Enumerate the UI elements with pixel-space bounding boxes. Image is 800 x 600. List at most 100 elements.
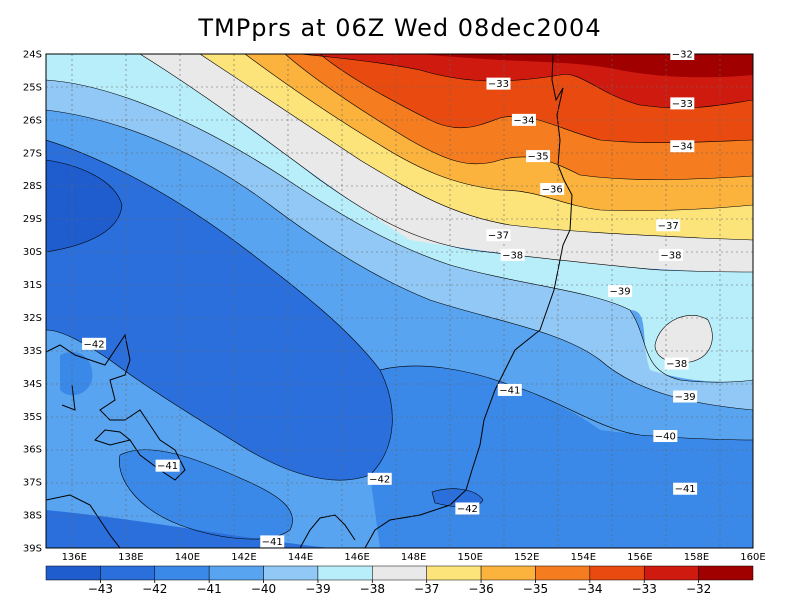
map-title: TMPprs at 06Z Wed 08dec2004 <box>198 14 602 42</box>
contour-label: −42 <box>367 472 392 485</box>
svg-text:−41: −41 <box>675 484 696 495</box>
contour-label: −33 <box>486 77 511 90</box>
contour-label: −39 <box>673 390 698 403</box>
coastline <box>46 54 573 548</box>
colorbar-label: −32 <box>686 582 711 596</box>
colorbar-swatch <box>100 565 156 581</box>
lon-tick-label: 150E <box>457 552 482 563</box>
lat-tick-label: 30S <box>23 247 42 258</box>
colorbar-swatch <box>208 565 264 581</box>
svg-text:−37: −37 <box>488 231 509 242</box>
colorbar-swatch <box>426 565 482 581</box>
lat-tick-label: 37S <box>23 478 42 489</box>
contour-label: −42 <box>82 337 107 350</box>
lat-tick-label: 25S <box>23 82 42 93</box>
band-minus38 <box>46 54 753 382</box>
colorbar-swatch <box>45 565 101 581</box>
svg-text:−37: −37 <box>658 221 679 232</box>
svg-text:−39: −39 <box>675 392 696 403</box>
colorbar-label: −39 <box>305 582 330 596</box>
lon-tick-label: 138E <box>118 552 143 563</box>
contour-label: −36 <box>540 183 565 196</box>
colorbar-swatch <box>698 565 754 581</box>
colorbar-swatch <box>317 565 373 581</box>
lat-tick-label: 27S <box>23 148 42 159</box>
svg-text:−41: −41 <box>262 537 283 548</box>
contour-label: −40 <box>653 430 678 443</box>
lon-tick-label: 154E <box>571 552 596 563</box>
colorbar-swatch <box>535 565 591 581</box>
band-minus31 <box>420 54 753 78</box>
colorbar-label: −42 <box>142 582 167 596</box>
band-minus42 <box>46 140 393 481</box>
lat-tick-label: 32S <box>23 313 42 324</box>
lat-tick-label: 38S <box>23 511 42 522</box>
contour-label: −39 <box>608 285 633 298</box>
contour-label: −34 <box>511 113 536 126</box>
longitude-ticks: 136E 138E 140E 142E 144E 146E 148E 150E 152E 154E… <box>62 552 766 563</box>
band-minus37 <box>140 54 753 272</box>
lon-tick-label: 142E <box>231 552 256 563</box>
lat-tick-label: 34S <box>23 379 42 390</box>
svg-text:−33: −33 <box>672 99 693 110</box>
contour-label: −38 <box>664 357 689 370</box>
svg-text:−38: −38 <box>666 359 687 370</box>
contour-label: −38 <box>658 248 683 261</box>
svg-text:−35: −35 <box>528 152 549 163</box>
colorbar-label: −33 <box>632 582 657 596</box>
latitude-ticks: 24S 25S 26S 27S 28S 29S 30S 31S 32S 33S 34S 35S 36S 3… <box>23 50 42 555</box>
contour-label: −41 <box>260 535 285 548</box>
contour-fill-layer <box>46 54 753 548</box>
colorbar-swatch <box>372 565 427 581</box>
lat-tick-label: 29S <box>23 214 42 225</box>
colorbar-label: −35 <box>523 582 548 596</box>
lat-tick-label: 36S <box>23 445 42 456</box>
lat-tick-label: 26S <box>23 115 42 126</box>
contour-label: −41 <box>497 383 522 396</box>
colorbar-swatch <box>643 565 699 581</box>
lat-tick-label: 24S <box>23 50 42 61</box>
contour-label: −41 <box>673 482 698 495</box>
contour-label: −35 <box>526 150 551 163</box>
contour-label: −37 <box>486 229 511 242</box>
contour-label: −42 <box>455 502 480 515</box>
colorbar-swatch <box>480 565 536 581</box>
colorbar-swatch <box>263 565 319 581</box>
lon-tick-label: 148E <box>401 552 426 563</box>
colorbar-swatch <box>154 565 210 581</box>
svg-text:−42: −42 <box>84 339 105 350</box>
band-minus33 <box>320 54 753 143</box>
colorbar-label: −38 <box>360 582 385 596</box>
contour-label: −37 <box>656 219 681 232</box>
lat-tick-label: 28S <box>23 181 42 192</box>
colorbar-label: −34 <box>577 582 602 596</box>
contour-label: −34 <box>670 140 695 153</box>
colorbar-label: −40 <box>251 582 276 596</box>
contour-labels: −32 −33 −33 −34 −34 −35 −36 −37 −37 −38 −38 −38 −39 −… <box>82 48 698 548</box>
svg-text:−41: −41 <box>157 461 178 472</box>
graticule <box>46 54 753 548</box>
lon-tick-label: 158E <box>684 552 709 563</box>
band-minus40b <box>46 110 753 440</box>
band-minus41-w <box>60 351 93 396</box>
plot-frame <box>45 53 754 549</box>
lon-tick-label: 152E <box>514 552 539 563</box>
lon-tick-label: 136E <box>62 552 87 563</box>
lon-tick-label: 140E <box>175 552 200 563</box>
svg-text:−34: −34 <box>672 142 693 153</box>
colorbar-label: −43 <box>88 582 113 596</box>
lat-tick-label: 31S <box>23 280 42 291</box>
lat-tick-label: 33S <box>23 346 42 357</box>
colorbar-label: −41 <box>196 582 221 596</box>
contour-label: −38 <box>500 248 525 261</box>
colorbar-swatch <box>589 565 645 581</box>
svg-text:−39: −39 <box>610 287 631 298</box>
lon-tick-label: 146E <box>344 552 369 563</box>
svg-text:−40: −40 <box>655 432 676 443</box>
colorbar-label: −37 <box>414 582 439 596</box>
lat-tick-label: 39S <box>23 544 42 555</box>
contour-label: −33 <box>670 97 695 110</box>
contour-label: −41 <box>155 459 180 472</box>
svg-text:−42: −42 <box>369 474 390 485</box>
